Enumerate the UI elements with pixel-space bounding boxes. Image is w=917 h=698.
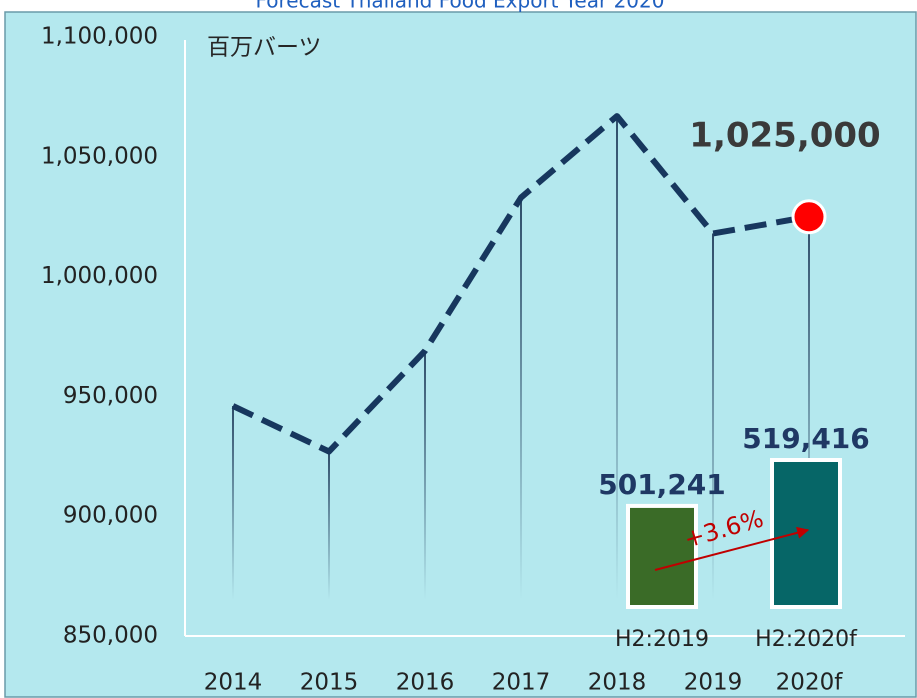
y-tick-label: 1,100,000 [41,24,158,50]
drop-line [808,216,810,600]
y-tick-label: 950,000 [63,383,158,409]
unit-label: 百万バーツ [207,35,322,61]
highlight-point [791,199,827,235]
inset-category-label: H2:2019 [615,627,709,652]
inset-data-label: 519,416 [742,422,870,455]
x-tick-label: 2017 [492,670,551,696]
x-tick-label: 2020f [776,670,844,696]
inset-bar [770,458,842,609]
y-tick-label: 1,000,000 [41,263,158,289]
drop-line [232,405,234,600]
data-label: 1,025,000 [689,116,880,156]
y-tick-label: 1,050,000 [41,143,158,169]
change-arrow [654,526,810,571]
y-tick-label: 850,000 [63,623,158,649]
x-tick-label: 2016 [396,670,455,696]
drop-line [424,350,426,600]
x-tick-label: 2018 [588,670,647,696]
drop-line [616,116,618,601]
drop-line [712,233,714,601]
drop-line [520,197,522,601]
line [231,113,810,455]
x-tick-label: 2015 [300,670,359,696]
chart-title: Forecast Thailand Food Export Year 2020 [256,0,665,13]
x-tick-label: 2019 [684,670,743,696]
plot-background [4,11,917,698]
drop-line [328,451,330,600]
inset-data-label: 501,241 [598,468,726,501]
x-tick-label: 2014 [204,670,263,696]
inset-bar [626,503,698,609]
y-tick-label: 900,000 [63,503,158,529]
inset-category-label: H2:2020f [755,627,858,652]
